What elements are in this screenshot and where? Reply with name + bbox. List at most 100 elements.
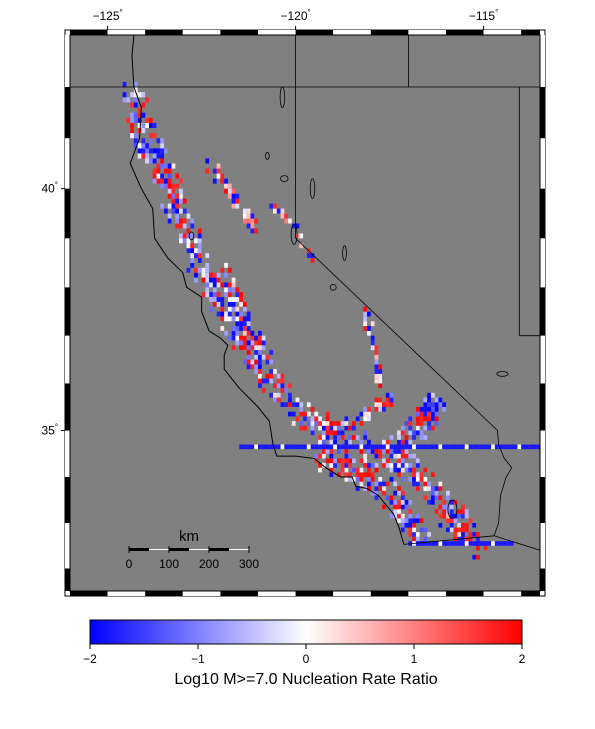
heat-cell-border-strip xyxy=(419,541,424,546)
heat-cell-transverse-strip xyxy=(487,444,492,450)
heat-cell xyxy=(284,218,289,224)
heat-cell xyxy=(231,297,236,302)
heat-cell xyxy=(408,513,413,519)
heat-cell-transverse-strip xyxy=(524,444,529,450)
heat-cell xyxy=(464,513,469,519)
heat-cell xyxy=(133,138,138,144)
frame-segment-right xyxy=(540,430,545,477)
heat-cell xyxy=(419,411,424,417)
heat-cell xyxy=(378,373,383,379)
heat-cell xyxy=(179,178,183,184)
heat-cell xyxy=(295,397,300,403)
heat-cell xyxy=(306,402,311,407)
heat-cell xyxy=(242,213,247,219)
heat-cell xyxy=(160,138,164,144)
heat-cell xyxy=(224,178,228,184)
heat-cell xyxy=(299,411,304,417)
heat-cell xyxy=(137,153,142,159)
heat-cell xyxy=(197,243,202,249)
scale-bar-segment xyxy=(149,548,169,551)
heat-cell xyxy=(359,458,364,464)
heat-cell xyxy=(246,311,251,317)
heat-cell xyxy=(314,421,319,426)
heat-cell xyxy=(194,277,198,283)
heat-cell xyxy=(160,178,164,184)
heat-cell xyxy=(415,472,420,477)
heat-cell xyxy=(239,316,243,322)
heat-cell xyxy=(212,292,217,298)
heat-cell xyxy=(382,449,386,454)
heat-cell xyxy=(367,472,371,477)
heat-cell xyxy=(404,421,409,426)
heat-cell xyxy=(224,292,228,298)
heat-cell-border-strip xyxy=(464,541,469,546)
heat-cell xyxy=(374,359,379,365)
heat-cell xyxy=(205,277,210,283)
heat-cell xyxy=(434,416,439,422)
heat-cell xyxy=(333,439,337,445)
heat-cell xyxy=(261,354,266,360)
heat-cell xyxy=(141,92,146,98)
heat-cell xyxy=(231,193,236,199)
heat-cell xyxy=(419,416,424,422)
heat-cell xyxy=(242,208,247,214)
heat-cell xyxy=(265,378,270,384)
heat-cell xyxy=(393,481,398,487)
heat-cell xyxy=(415,430,420,436)
heat-cell xyxy=(430,406,435,412)
heat-cell xyxy=(457,532,462,537)
heat-cell xyxy=(321,435,326,440)
heat-cell xyxy=(412,430,416,436)
heat-cell xyxy=(276,378,281,384)
heat-cell xyxy=(419,477,424,482)
heat-cell xyxy=(227,282,232,288)
heat-cell xyxy=(179,208,183,214)
frame-segment-left xyxy=(65,238,70,288)
heat-cell xyxy=(318,421,322,426)
heat-cell xyxy=(408,425,413,431)
frame-segment-right xyxy=(540,568,545,591)
heat-cell xyxy=(355,472,360,477)
heat-cell-transverse-strip xyxy=(400,444,405,450)
heat-cell xyxy=(265,373,270,379)
honey-lake xyxy=(280,175,289,183)
heat-cell xyxy=(175,223,180,229)
heat-cell xyxy=(227,311,232,317)
heat-cell xyxy=(126,117,131,123)
heat-cell xyxy=(397,490,401,496)
heat-cell-border-strip xyxy=(449,541,454,546)
heat-cell xyxy=(220,267,225,273)
heat-cell xyxy=(352,421,356,426)
heat-cell xyxy=(412,481,416,487)
heat-cell xyxy=(325,416,330,422)
heat-cell xyxy=(242,301,247,307)
heat-cell xyxy=(314,458,319,464)
heat-cell xyxy=(137,117,142,123)
heat-cell xyxy=(265,354,270,360)
heat-cell xyxy=(246,218,251,224)
frame-segment-right xyxy=(540,523,545,569)
heat-cell xyxy=(449,509,454,514)
heat-cell xyxy=(171,163,176,169)
heat-cell xyxy=(385,402,390,407)
heat-cell-transverse-strip xyxy=(464,444,469,450)
heat-cell xyxy=(141,153,146,159)
heat-cell xyxy=(160,183,164,189)
heat-cell xyxy=(336,430,341,436)
heat-cell xyxy=(250,364,255,370)
heat-cell xyxy=(295,416,300,422)
heat-cell xyxy=(209,282,213,288)
heat-cell xyxy=(427,392,431,398)
heat-cell xyxy=(427,411,431,417)
heat-cell xyxy=(310,430,315,436)
heat-cell xyxy=(194,253,198,259)
clear-lake xyxy=(188,231,195,241)
heat-cell xyxy=(141,138,146,144)
heat-cell xyxy=(382,402,386,407)
heat-cell xyxy=(367,439,371,445)
heat-cell xyxy=(427,486,431,491)
scale-bar-title: km xyxy=(179,528,199,545)
heat-cell xyxy=(378,397,383,403)
heat-cell xyxy=(427,532,431,537)
heat-cell xyxy=(280,378,285,384)
